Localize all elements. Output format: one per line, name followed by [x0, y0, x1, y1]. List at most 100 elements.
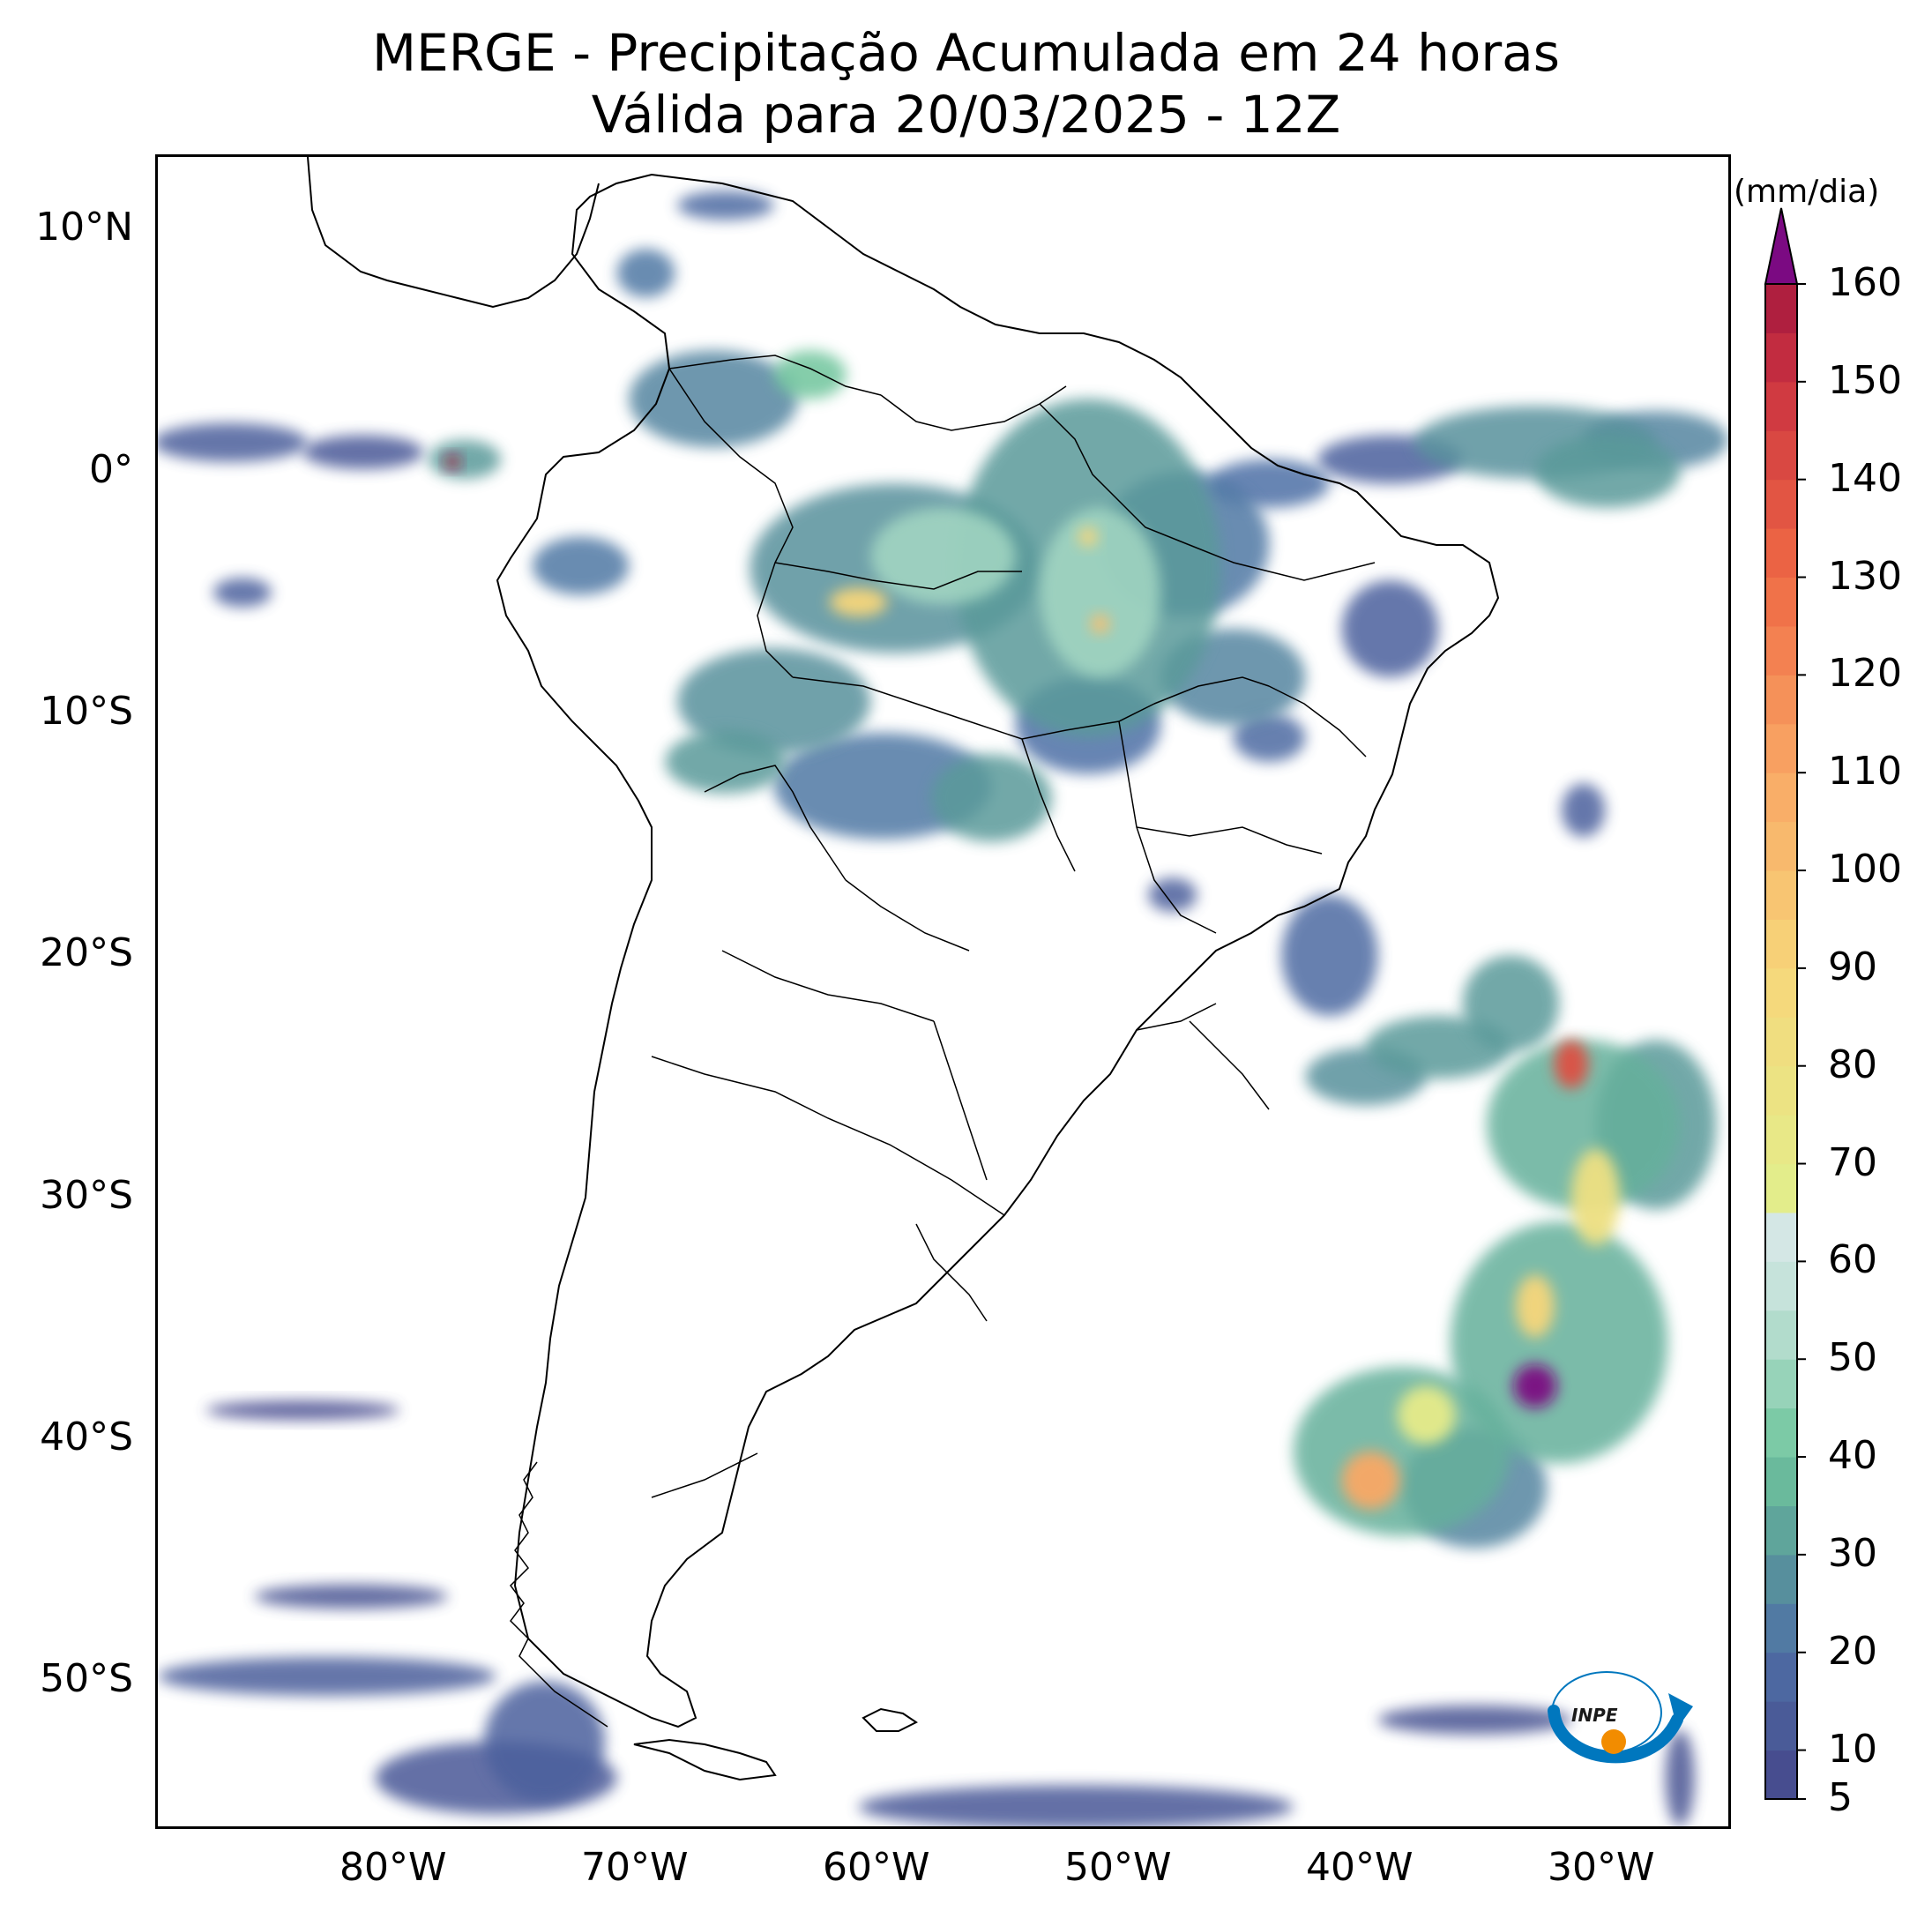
precip-cell [616, 249, 675, 298]
colorbar-tick-label: 20 [1828, 1628, 1877, 1674]
precip-cell [1148, 877, 1197, 912]
precip-cell [870, 507, 1016, 605]
colorbar-segment [1765, 332, 1797, 383]
lon-tick-label: 40°W [1306, 1845, 1414, 1890]
precip-cell [1377, 1705, 1571, 1735]
lat-tick-label: 50°S [40, 1656, 133, 1702]
colorbar-tick-label: 70 [1828, 1139, 1877, 1185]
colorbar-segment [1765, 528, 1797, 579]
colorbar-segment [1765, 1017, 1797, 1067]
colorbar-segment [1765, 430, 1797, 481]
colorbar-tick-label: 40 [1828, 1433, 1877, 1479]
colorbar-segment [1765, 284, 1797, 333]
precip-cell [1090, 614, 1110, 634]
precip-cell [1554, 1040, 1589, 1089]
precip-cell [158, 1656, 496, 1696]
lat-tick-label: 40°S [40, 1415, 133, 1460]
precipitation-map [158, 157, 1728, 1826]
colorbar-segment [1765, 1554, 1797, 1604]
colorbar-tick-label: 5 [1828, 1775, 1853, 1820]
map-title-line2: Válida para 20/03/2025 - 12Z [591, 85, 1341, 145]
precip-cell [1570, 1148, 1620, 1246]
precipitation-layer [158, 190, 1728, 1826]
precip-cell [254, 1584, 448, 1609]
precip-cell [629, 350, 799, 448]
coastlines-and-borders [307, 157, 1500, 1781]
colorbar-segment [1765, 1261, 1797, 1311]
precip-cell [483, 1681, 605, 1803]
precip-cell [1462, 955, 1560, 1053]
precip-cell [665, 730, 787, 794]
precip-cell [158, 422, 308, 462]
precip-cell [677, 190, 774, 220]
colorbar-tick-label: 90 [1828, 944, 1877, 989]
precip-cell [1281, 894, 1378, 1016]
precip-cell [1233, 713, 1306, 762]
colorbar-segment [1765, 1505, 1797, 1556]
colorbar-segment [1765, 1212, 1797, 1262]
precip-cell [773, 350, 847, 399]
colorbar-segment [1765, 1457, 1797, 1506]
colorbar-unit: (mm/dia) [1734, 174, 1880, 210]
lon-tick-label: 60°W [823, 1845, 930, 1890]
precip-cell [445, 454, 460, 469]
precip-cell [677, 647, 871, 755]
colorbar-tick-label: 60 [1828, 1237, 1877, 1283]
colorbar-tick-label: 50 [1828, 1335, 1877, 1381]
colorbar-segment [1765, 1163, 1797, 1213]
map-title-line1: MERGE - Precipitação Acumulada em 24 hor… [372, 23, 1560, 83]
central-america-coastline [307, 157, 600, 309]
colorbar-segment [1765, 1701, 1797, 1751]
lon-tick-label: 70°W [581, 1845, 689, 1890]
precip-cell [858, 1785, 1294, 1826]
colorbar-segment [1765, 625, 1797, 676]
precip-cell [1397, 1385, 1456, 1444]
lat-tick-label: 10°S [40, 689, 133, 734]
colorbar-segment [1765, 821, 1797, 871]
colorbar-segment [1765, 577, 1797, 627]
svg-text:INPE: INPE [1571, 1705, 1618, 1726]
tierra-del-fuego [633, 1738, 777, 1781]
lat-tick-label: 0° [89, 446, 133, 492]
colorbar-tick-label: 150 [1828, 357, 1902, 403]
colorbar-extend-arrow [1764, 207, 1799, 285]
colorbar-tick-label: 30 [1828, 1530, 1877, 1576]
precip-cell [1561, 783, 1606, 837]
precip-cell [1341, 580, 1439, 677]
colorbar-tick-label: 80 [1828, 1041, 1877, 1087]
precip-cell [205, 1400, 399, 1421]
precip-cell [532, 536, 630, 595]
colorbar-tick-label: 140 [1828, 455, 1902, 501]
colorbar-tick-label: 120 [1828, 651, 1902, 697]
precip-cell [302, 435, 424, 469]
chile-archipelago [510, 1461, 608, 1728]
falkland-islands [862, 1707, 918, 1732]
lat-tick-label: 30°S [40, 1172, 133, 1218]
precip-cell [1513, 1363, 1557, 1408]
colorbar-tick-label: 160 [1828, 260, 1902, 305]
colorbar-segment [1765, 1750, 1797, 1800]
colorbar-segment [1765, 1652, 1797, 1702]
colorbar-segment [1765, 870, 1797, 920]
colorbar-segment [1765, 479, 1797, 529]
lon-tick-label: 80°W [339, 1845, 447, 1890]
precip-cell [213, 578, 272, 608]
colorbar-tick-label: 130 [1828, 553, 1902, 599]
precip-cell [1515, 1274, 1555, 1338]
national-borders [651, 355, 1376, 1498]
precip-cell [1665, 1729, 1695, 1826]
lat-tick-label: 10°N [35, 205, 133, 250]
colorbar [1764, 207, 1806, 1800]
colorbar-segment [1765, 773, 1797, 823]
colorbar-segment [1765, 1407, 1797, 1458]
colorbar-segment [1765, 1603, 1797, 1653]
colorbar-outline [1764, 283, 1798, 1800]
precip-cell [428, 439, 502, 479]
colorbar-segment [1765, 1115, 1797, 1165]
map-frame [155, 154, 1731, 1829]
precip-cell [1487, 1040, 1681, 1210]
lat-tick-label: 20°S [40, 930, 133, 976]
precip-cell [1293, 1366, 1511, 1536]
colorbar-segment [1765, 675, 1797, 725]
precip-cell [1450, 1221, 1668, 1464]
